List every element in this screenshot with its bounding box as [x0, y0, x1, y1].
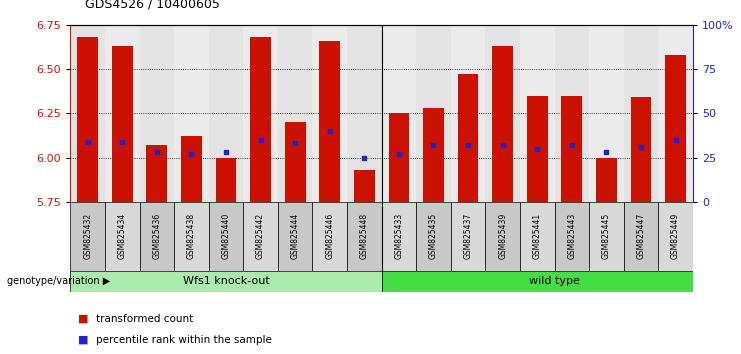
- Bar: [382, 271, 710, 292]
- Text: transformed count: transformed count: [96, 314, 193, 324]
- Text: GSM825432: GSM825432: [83, 213, 92, 259]
- Text: GSM825439: GSM825439: [498, 213, 507, 259]
- Bar: [658, 25, 693, 202]
- Bar: [70, 271, 382, 292]
- Text: wild type: wild type: [529, 276, 580, 286]
- Bar: [665, 55, 686, 202]
- Bar: [382, 25, 416, 202]
- Bar: [139, 25, 174, 202]
- Bar: [181, 136, 202, 202]
- Bar: [554, 202, 589, 271]
- Text: GSM825447: GSM825447: [637, 213, 645, 259]
- Bar: [458, 74, 479, 202]
- Bar: [485, 25, 520, 202]
- Bar: [70, 202, 105, 271]
- Text: GSM825440: GSM825440: [222, 213, 230, 259]
- Bar: [347, 25, 382, 202]
- Bar: [354, 170, 375, 202]
- Bar: [416, 25, 451, 202]
- Text: GSM825442: GSM825442: [256, 213, 265, 259]
- Text: GSM825434: GSM825434: [118, 213, 127, 259]
- Bar: [451, 202, 485, 271]
- Bar: [416, 202, 451, 271]
- Bar: [451, 25, 485, 202]
- Text: GSM825435: GSM825435: [429, 213, 438, 259]
- Text: ■: ■: [78, 335, 88, 345]
- Bar: [658, 202, 693, 271]
- Text: GSM825444: GSM825444: [290, 213, 299, 259]
- Bar: [382, 202, 416, 271]
- Bar: [70, 25, 105, 202]
- Bar: [520, 202, 554, 271]
- Bar: [527, 96, 548, 202]
- Bar: [139, 202, 174, 271]
- Bar: [319, 41, 340, 202]
- Bar: [243, 202, 278, 271]
- Text: GSM825446: GSM825446: [325, 213, 334, 259]
- Bar: [313, 25, 347, 202]
- Text: GSM825449: GSM825449: [671, 213, 680, 259]
- Bar: [347, 202, 382, 271]
- Text: Wfs1 knock-out: Wfs1 knock-out: [182, 276, 270, 286]
- Bar: [554, 25, 589, 202]
- Bar: [174, 202, 209, 271]
- Text: genotype/variation ▶: genotype/variation ▶: [7, 276, 110, 286]
- Bar: [589, 25, 624, 202]
- Text: GSM825445: GSM825445: [602, 213, 611, 259]
- Text: GSM825441: GSM825441: [533, 213, 542, 259]
- Bar: [520, 25, 554, 202]
- Bar: [278, 202, 313, 271]
- Bar: [388, 113, 409, 202]
- Bar: [596, 158, 617, 202]
- Text: GSM825448: GSM825448: [360, 213, 369, 259]
- Bar: [77, 37, 98, 202]
- Bar: [209, 202, 243, 271]
- Bar: [105, 202, 139, 271]
- Bar: [285, 122, 305, 202]
- Text: GDS4526 / 10400605: GDS4526 / 10400605: [85, 0, 220, 11]
- Text: GSM825436: GSM825436: [153, 213, 162, 259]
- Bar: [313, 202, 347, 271]
- Text: GSM825443: GSM825443: [568, 213, 576, 259]
- Bar: [112, 46, 133, 202]
- Bar: [147, 145, 167, 202]
- Bar: [485, 202, 520, 271]
- Bar: [492, 46, 513, 202]
- Bar: [216, 158, 236, 202]
- Bar: [243, 25, 278, 202]
- Bar: [174, 25, 209, 202]
- Text: GSM825438: GSM825438: [187, 213, 196, 259]
- Text: GSM825433: GSM825433: [394, 213, 403, 259]
- Bar: [589, 202, 624, 271]
- Text: percentile rank within the sample: percentile rank within the sample: [96, 335, 272, 345]
- Text: GSM825437: GSM825437: [464, 213, 473, 259]
- Bar: [209, 25, 243, 202]
- Bar: [624, 25, 658, 202]
- Bar: [624, 202, 658, 271]
- Bar: [278, 25, 313, 202]
- Bar: [562, 96, 582, 202]
- Bar: [250, 37, 271, 202]
- Bar: [105, 25, 139, 202]
- Text: ■: ■: [78, 314, 88, 324]
- Bar: [423, 108, 444, 202]
- Bar: [631, 97, 651, 202]
